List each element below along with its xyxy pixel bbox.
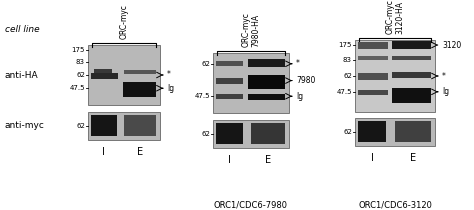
FancyBboxPatch shape <box>124 70 156 74</box>
FancyBboxPatch shape <box>358 90 388 95</box>
FancyBboxPatch shape <box>248 94 285 100</box>
FancyBboxPatch shape <box>88 45 160 105</box>
FancyBboxPatch shape <box>248 75 285 89</box>
FancyBboxPatch shape <box>358 73 388 80</box>
FancyBboxPatch shape <box>358 56 388 60</box>
FancyBboxPatch shape <box>358 90 388 95</box>
Text: anti-myc: anti-myc <box>5 122 45 130</box>
FancyBboxPatch shape <box>355 118 435 146</box>
Text: 62: 62 <box>201 61 210 67</box>
FancyBboxPatch shape <box>94 69 112 73</box>
Text: *: * <box>442 71 446 80</box>
FancyBboxPatch shape <box>395 121 431 142</box>
Text: 47.5: 47.5 <box>337 89 352 95</box>
Text: 175: 175 <box>72 47 85 53</box>
Text: 3120: 3120 <box>442 41 461 50</box>
FancyBboxPatch shape <box>392 56 431 60</box>
Text: ORC1/CDC6-7980: ORC1/CDC6-7980 <box>214 200 288 209</box>
FancyBboxPatch shape <box>392 88 431 103</box>
FancyBboxPatch shape <box>358 42 388 49</box>
Text: I: I <box>371 153 374 163</box>
Text: 83: 83 <box>343 57 352 63</box>
FancyBboxPatch shape <box>248 59 285 67</box>
FancyBboxPatch shape <box>392 56 431 60</box>
FancyBboxPatch shape <box>392 72 431 78</box>
FancyBboxPatch shape <box>251 123 285 143</box>
FancyBboxPatch shape <box>91 73 118 79</box>
FancyBboxPatch shape <box>358 42 388 49</box>
FancyBboxPatch shape <box>358 56 388 60</box>
Text: Ig: Ig <box>167 84 174 93</box>
Text: 175: 175 <box>338 42 352 48</box>
Text: 47.5: 47.5 <box>194 93 210 99</box>
Text: 62: 62 <box>76 123 85 129</box>
Text: 62: 62 <box>76 72 85 78</box>
FancyBboxPatch shape <box>216 61 243 66</box>
FancyBboxPatch shape <box>358 121 386 142</box>
FancyBboxPatch shape <box>88 112 160 140</box>
FancyBboxPatch shape <box>124 115 155 135</box>
FancyBboxPatch shape <box>123 82 156 97</box>
Text: Ig: Ig <box>442 87 449 96</box>
FancyBboxPatch shape <box>216 61 243 66</box>
FancyBboxPatch shape <box>358 73 388 80</box>
FancyBboxPatch shape <box>248 94 285 100</box>
Text: ORC1/CDC6-3120: ORC1/CDC6-3120 <box>358 200 432 209</box>
Text: I: I <box>102 147 105 157</box>
Text: 7980: 7980 <box>296 76 315 85</box>
Text: E: E <box>137 147 143 157</box>
FancyBboxPatch shape <box>216 78 243 84</box>
Text: 47.5: 47.5 <box>70 85 85 91</box>
FancyBboxPatch shape <box>392 88 431 103</box>
FancyBboxPatch shape <box>213 53 289 113</box>
Text: E: E <box>410 153 416 163</box>
FancyBboxPatch shape <box>123 82 156 97</box>
FancyBboxPatch shape <box>216 78 243 84</box>
FancyBboxPatch shape <box>216 123 243 143</box>
FancyBboxPatch shape <box>91 115 117 135</box>
Text: I: I <box>228 155 231 165</box>
FancyBboxPatch shape <box>216 123 243 143</box>
Text: ORC-myc: ORC-myc <box>242 12 251 47</box>
Text: ORC-myc: ORC-myc <box>386 0 395 34</box>
FancyBboxPatch shape <box>124 115 155 135</box>
FancyBboxPatch shape <box>124 70 156 74</box>
FancyBboxPatch shape <box>395 121 431 142</box>
Text: E: E <box>264 155 271 165</box>
Text: 83: 83 <box>76 59 85 65</box>
FancyBboxPatch shape <box>248 59 285 67</box>
FancyBboxPatch shape <box>392 41 431 49</box>
FancyBboxPatch shape <box>91 73 118 79</box>
FancyBboxPatch shape <box>94 69 112 73</box>
FancyBboxPatch shape <box>392 72 431 78</box>
FancyBboxPatch shape <box>392 41 431 49</box>
FancyBboxPatch shape <box>216 94 243 99</box>
FancyBboxPatch shape <box>355 40 435 112</box>
Text: 7980-HA: 7980-HA <box>251 14 260 47</box>
FancyBboxPatch shape <box>251 123 285 143</box>
FancyBboxPatch shape <box>91 115 117 135</box>
Text: anti-HA: anti-HA <box>5 71 38 80</box>
Text: 3120-HA: 3120-HA <box>395 1 404 34</box>
FancyBboxPatch shape <box>216 94 243 99</box>
Text: ORC-myc: ORC-myc <box>119 4 128 39</box>
Text: cell line: cell line <box>5 25 40 34</box>
FancyBboxPatch shape <box>248 75 285 89</box>
Text: Ig: Ig <box>296 92 303 101</box>
Text: *: * <box>296 59 300 68</box>
FancyBboxPatch shape <box>213 120 289 148</box>
Text: *: * <box>167 71 171 80</box>
Text: 62: 62 <box>343 73 352 79</box>
Text: 62: 62 <box>343 129 352 135</box>
Text: 62: 62 <box>201 131 210 137</box>
FancyBboxPatch shape <box>358 121 386 142</box>
